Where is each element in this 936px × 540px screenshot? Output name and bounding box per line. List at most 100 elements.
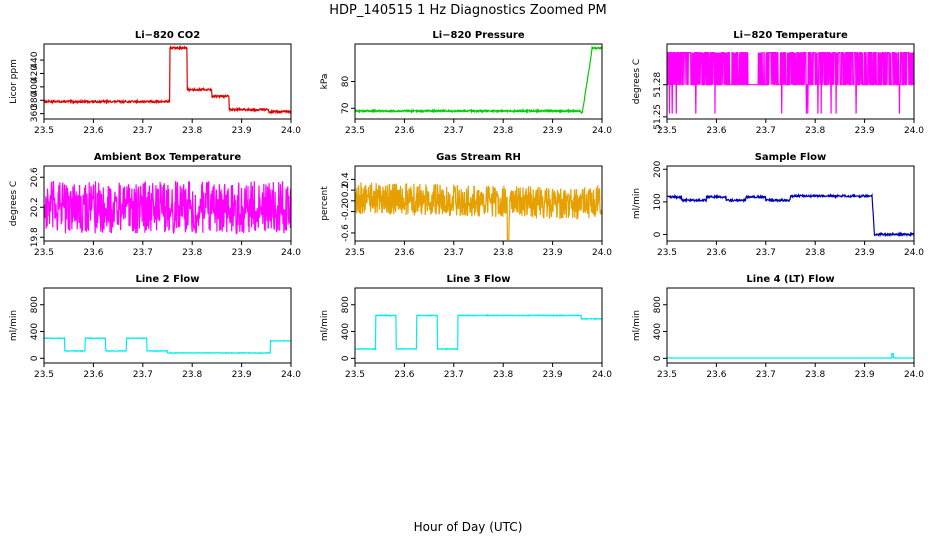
y-tick-label: -0.2	[341, 203, 351, 221]
y-tick-label: 20.6	[30, 167, 40, 187]
x-tick-label: 23.8	[493, 248, 513, 258]
y-tick-label: 0	[341, 198, 351, 204]
plot-frame	[354, 165, 603, 242]
y-tick-label: 800	[341, 296, 351, 313]
panel-7: Line 2 Flow 23.5 23.6 23.7 23.8 23.9 24.0 0 400 8…	[9, 274, 301, 380]
plot-frame	[43, 165, 292, 242]
x-tick-label: 24.0	[904, 248, 924, 258]
x-tick-label: 23.6	[83, 126, 103, 136]
y-tick-label: -0.6	[341, 224, 351, 242]
x-tick-label: 23.7	[444, 370, 464, 380]
x-tick-label: 23.5	[657, 370, 677, 380]
panel-title: Li−820 Pressure	[432, 30, 525, 41]
x-tick-label: 23.8	[805, 248, 825, 258]
x-tick-label: 23.8	[182, 370, 202, 380]
x-tick-label: 23.7	[133, 248, 153, 258]
x-tick-label: 23.9	[855, 370, 875, 380]
x-tick-label: 24.0	[592, 248, 612, 258]
x-tick-label: 23.6	[83, 248, 103, 258]
x-tick-label: 23.8	[182, 248, 202, 258]
y-tick-label: 400	[30, 78, 40, 95]
x-tick-label: 24.0	[592, 370, 612, 380]
panel-6: Sample Flow 23.5 23.6 23.7 23.8 23.9 24.0 0 100 2…	[632, 152, 924, 258]
x-tick-label: 23.9	[855, 248, 875, 258]
x-tick-label: 23.5	[657, 248, 677, 258]
y-tick-label: 200	[653, 160, 663, 177]
y-axis-label: ml/min	[9, 310, 19, 341]
x-tick-label: 23.9	[232, 248, 252, 258]
x-tick-label: 23.8	[493, 126, 513, 136]
x-tick-label: 23.6	[706, 248, 726, 258]
figure-x-axis-label: Hour of Day (UTC)	[414, 520, 523, 534]
x-tick-label: 23.9	[543, 248, 563, 258]
x-tick-label: 23.8	[493, 370, 513, 380]
series-line	[666, 192, 915, 238]
x-tick-label: 23.9	[855, 126, 875, 136]
panel-title: Line 2 Flow	[136, 274, 200, 285]
series-line	[354, 182, 603, 240]
series-line	[667, 353, 914, 359]
series-line	[43, 44, 292, 115]
panel-4: Ambient Box Temperature 23.5 23.6 23.7 23.8 2…	[9, 152, 301, 258]
y-axis-label: ml/min	[320, 310, 330, 341]
panel-1: Li−820 CO2 23.5 23.6 23.7 23.8 23.9 24.0 360380…	[9, 30, 301, 136]
y-tick-label: 400	[653, 323, 663, 340]
x-tick-label: 23.9	[232, 126, 252, 136]
panel-title: Li−820 CO2	[135, 30, 200, 41]
plot-frame	[666, 165, 915, 242]
y-tick-label: 51.25	[653, 104, 663, 130]
y-tick-label: 800	[653, 296, 663, 313]
series-line	[354, 45, 603, 115]
y-tick-label: 360	[30, 105, 40, 122]
panel-title: Gas Stream RH	[436, 152, 521, 163]
y-axis-label: degrees C	[632, 59, 642, 104]
series-line	[354, 313, 603, 351]
series-line	[666, 51, 915, 114]
x-tick-label: 24.0	[281, 126, 301, 136]
x-tick-label: 23.5	[345, 248, 365, 258]
series-line	[43, 180, 292, 234]
panel-3: Li−820 Temperature 23.5 23.6 23.7 23.8 23.9 24…	[632, 30, 924, 136]
panel-5: Gas Stream RH 23.5 23.6 23.7 23.8 23.9 24.0 -0.…	[320, 152, 612, 258]
x-tick-label: 23.7	[444, 126, 464, 136]
y-tick-label: 100	[653, 193, 663, 210]
x-tick-label: 23.7	[133, 370, 153, 380]
x-tick-label: 23.6	[394, 126, 414, 136]
y-tick-label: 51.28	[653, 72, 663, 98]
x-tick-label: 23.5	[34, 126, 54, 136]
x-tick-label: 23.8	[805, 126, 825, 136]
x-tick-label: 24.0	[904, 126, 924, 136]
y-axis-label: Licor ppm	[9, 59, 19, 104]
y-axis-label: kPa	[320, 74, 330, 90]
x-tick-label: 23.6	[83, 370, 103, 380]
x-tick-label: 24.0	[281, 248, 301, 258]
plot-frame	[666, 43, 915, 120]
x-tick-label: 23.7	[756, 126, 776, 136]
y-axis-label: ml/min	[632, 188, 642, 219]
x-tick-label: 23.8	[182, 126, 202, 136]
y-axis-label: degrees C	[9, 181, 19, 226]
x-tick-label: 23.7	[444, 248, 464, 258]
plot-frame	[354, 43, 603, 120]
x-tick-label: 23.6	[706, 126, 726, 136]
x-tick-label: 24.0	[281, 370, 301, 380]
figure-title: HDP_140515 1 Hz Diagnostics Zoomed PM	[329, 3, 607, 18]
y-tick-label: 20.2	[30, 197, 40, 217]
y-tick-label: 0.4	[341, 172, 351, 187]
x-tick-label: 23.5	[345, 126, 365, 136]
y-tick-label: 0	[341, 355, 351, 361]
y-tick-label: 0	[30, 355, 40, 361]
panel-title: Line 4 (LT) Flow	[746, 274, 834, 285]
y-tick-label: 440	[30, 51, 40, 68]
x-tick-label: 23.7	[756, 370, 776, 380]
y-tick-label: 420	[30, 65, 40, 82]
panel-title: Sample Flow	[755, 152, 827, 163]
x-tick-label: 23.5	[657, 126, 677, 136]
x-tick-label: 24.0	[904, 370, 924, 380]
panel-2: Li−820 Pressure 23.5 23.6 23.7 23.8 23.9 24.0 7…	[320, 30, 612, 136]
x-tick-label: 23.9	[543, 370, 563, 380]
y-tick-label: 0	[653, 231, 663, 237]
panel-9: Line 4 (LT) Flow 23.5 23.6 23.7 23.8 23.9 24.0…	[632, 274, 924, 380]
plot-frame	[43, 287, 292, 364]
x-tick-label: 23.6	[394, 370, 414, 380]
